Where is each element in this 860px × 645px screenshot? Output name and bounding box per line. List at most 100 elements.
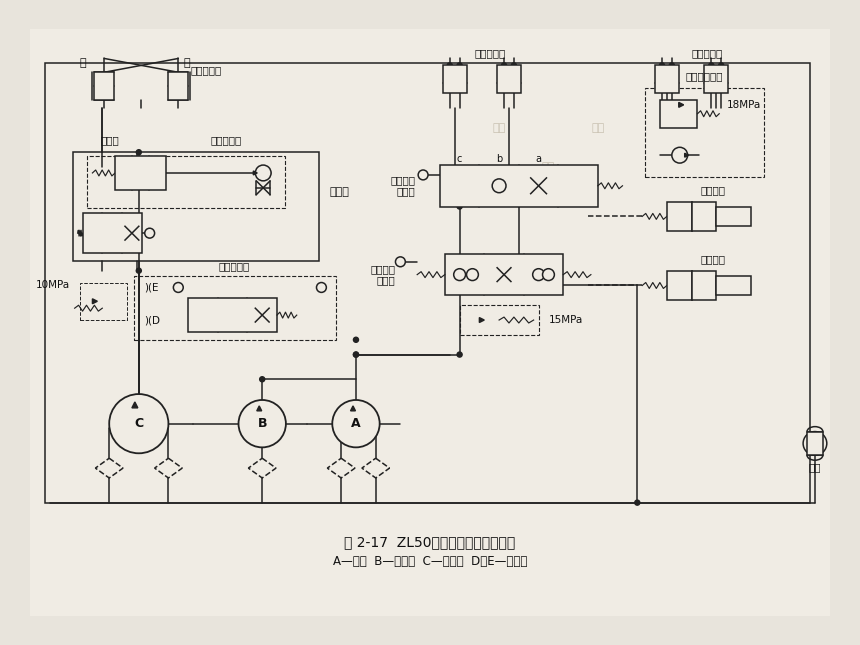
- Circle shape: [660, 63, 665, 68]
- Circle shape: [396, 257, 405, 267]
- Polygon shape: [351, 406, 355, 411]
- Bar: [655, 65, 679, 93]
- Bar: [439, 165, 598, 206]
- Bar: [134, 275, 336, 340]
- Text: 双作用安全阀: 双作用安全阀: [685, 71, 723, 81]
- Bar: [73, 152, 319, 261]
- Text: A—主泵  B—辅助泵  C—转向泵  D、E—节流口: A—主泵 B—辅助泵 C—转向泵 D、E—节流口: [333, 555, 527, 568]
- Text: )(E: )(E: [144, 283, 158, 292]
- Circle shape: [532, 269, 544, 281]
- Bar: [716, 206, 751, 226]
- Bar: [88, 156, 285, 208]
- Bar: [645, 88, 764, 177]
- Polygon shape: [95, 458, 123, 478]
- Polygon shape: [479, 317, 484, 322]
- Polygon shape: [92, 299, 97, 304]
- Bar: [45, 63, 810, 502]
- Text: 图 2-17  ZL50装载机液压系统原理图: 图 2-17 ZL50装载机液压系统原理图: [344, 535, 516, 549]
- Text: 转向阀: 转向阀: [329, 186, 349, 197]
- Polygon shape: [257, 406, 261, 411]
- Bar: [188, 299, 277, 332]
- Circle shape: [332, 400, 379, 448]
- Circle shape: [109, 394, 169, 453]
- Bar: [459, 305, 538, 335]
- Bar: [169, 72, 188, 100]
- Circle shape: [669, 63, 674, 68]
- Circle shape: [353, 352, 359, 357]
- Circle shape: [492, 179, 506, 193]
- Circle shape: [672, 147, 688, 163]
- Text: 四位六通
换向阀: 四位六通 换向阀: [390, 175, 415, 197]
- Text: 装载: 装载: [542, 162, 555, 172]
- Text: 单向节流阀: 单向节流阀: [210, 135, 242, 145]
- Circle shape: [512, 63, 516, 68]
- Text: 系统: 系统: [591, 123, 605, 133]
- Bar: [691, 271, 716, 301]
- Polygon shape: [679, 103, 684, 107]
- Bar: [83, 213, 142, 253]
- Text: 流量控制阀: 流量控制阀: [219, 261, 250, 271]
- Circle shape: [255, 165, 271, 181]
- Polygon shape: [132, 402, 138, 408]
- Text: b: b: [496, 154, 502, 164]
- Bar: [660, 100, 697, 128]
- Circle shape: [803, 432, 826, 455]
- Text: 电磁气阀: 电磁气阀: [701, 184, 726, 195]
- Text: 锁紧阀: 锁紧阀: [101, 135, 120, 145]
- Text: A: A: [351, 417, 361, 430]
- Polygon shape: [328, 458, 355, 478]
- Bar: [497, 65, 521, 93]
- Text: 右: 右: [183, 59, 190, 68]
- Polygon shape: [362, 458, 390, 478]
- Circle shape: [458, 204, 462, 209]
- Text: 电磁气阀: 电磁气阀: [701, 254, 726, 264]
- Bar: [443, 65, 466, 93]
- Circle shape: [458, 63, 462, 68]
- Circle shape: [174, 283, 183, 292]
- Text: )(D: )(D: [144, 315, 160, 325]
- Bar: [716, 275, 751, 295]
- Text: 动臂液压缸: 动臂液压缸: [475, 48, 506, 59]
- Circle shape: [137, 150, 141, 155]
- Bar: [666, 202, 691, 231]
- Circle shape: [353, 352, 359, 357]
- Text: 液压: 液压: [493, 123, 506, 133]
- Text: 15MPa: 15MPa: [549, 315, 583, 325]
- Text: 三位六通
换向阀: 三位六通 换向阀: [371, 264, 396, 286]
- Polygon shape: [685, 154, 689, 157]
- Circle shape: [447, 63, 452, 68]
- Circle shape: [238, 400, 286, 448]
- Circle shape: [709, 63, 714, 68]
- Circle shape: [137, 268, 141, 273]
- Bar: [80, 283, 127, 320]
- Polygon shape: [155, 458, 182, 478]
- Circle shape: [458, 352, 462, 357]
- Bar: [666, 271, 691, 301]
- Text: C: C: [134, 417, 144, 430]
- Polygon shape: [254, 171, 257, 175]
- Circle shape: [353, 337, 359, 342]
- Circle shape: [260, 377, 265, 382]
- Text: 10MPa: 10MPa: [35, 281, 70, 290]
- Text: 气罐: 气罐: [808, 462, 821, 472]
- Text: 铲斗液压缸: 铲斗液压缸: [691, 48, 722, 59]
- Circle shape: [466, 269, 478, 281]
- Bar: [115, 156, 167, 190]
- Circle shape: [501, 63, 507, 68]
- Circle shape: [635, 500, 640, 505]
- Text: B: B: [257, 417, 267, 430]
- Text: 左: 左: [80, 59, 87, 68]
- Circle shape: [454, 269, 465, 281]
- Bar: [807, 432, 823, 455]
- Text: a: a: [536, 154, 542, 164]
- Text: c: c: [457, 154, 463, 164]
- Text: 转向液压缸: 转向液压缸: [190, 65, 221, 75]
- Circle shape: [719, 63, 723, 68]
- Text: 18MPa: 18MPa: [727, 100, 761, 110]
- Polygon shape: [249, 458, 276, 478]
- Circle shape: [418, 170, 428, 180]
- Bar: [691, 202, 716, 231]
- Circle shape: [316, 283, 326, 292]
- Circle shape: [144, 228, 155, 238]
- Circle shape: [543, 269, 555, 281]
